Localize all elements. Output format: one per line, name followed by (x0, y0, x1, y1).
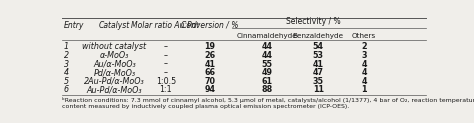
Text: 47: 47 (313, 68, 324, 77)
Text: 6: 6 (64, 85, 69, 94)
Text: 61: 61 (261, 77, 272, 86)
Text: 35: 35 (313, 77, 324, 86)
Text: 49: 49 (261, 68, 272, 77)
Text: 54: 54 (313, 42, 324, 51)
Text: Au-Pd/α-MoO₃: Au-Pd/α-MoO₃ (87, 85, 142, 94)
Text: 88: 88 (261, 85, 273, 94)
Text: 2Au-Pd/α-MoO₃: 2Au-Pd/α-MoO₃ (84, 77, 145, 86)
Text: 1:1: 1:1 (159, 85, 172, 94)
Text: 4: 4 (361, 68, 367, 77)
Text: Others: Others (352, 33, 376, 39)
Text: 66: 66 (204, 68, 215, 77)
Text: 1:0.5: 1:0.5 (155, 77, 176, 86)
Text: Entry: Entry (64, 21, 84, 30)
Text: 4: 4 (361, 60, 367, 69)
Text: content measured by inductively coupled plasma optical emission spectrometer (IC: content measured by inductively coupled … (62, 104, 349, 109)
Text: –: – (164, 60, 168, 69)
Text: Au/α-MoO₃: Au/α-MoO₃ (93, 60, 136, 69)
Text: 55: 55 (261, 60, 272, 69)
Text: α-MoO₃: α-MoO₃ (100, 51, 129, 60)
Text: 4: 4 (361, 77, 367, 86)
Text: 44: 44 (261, 42, 272, 51)
Text: ᵇReaction conditions: 7.3 mmol of cinnamyl alcohol, 5.3 μmol of metal, catalysts: ᵇReaction conditions: 7.3 mmol of cinnam… (62, 97, 474, 103)
Text: 2: 2 (64, 51, 69, 60)
Text: 2: 2 (361, 42, 367, 51)
Text: 94: 94 (204, 85, 215, 94)
Text: 53: 53 (313, 51, 324, 60)
Text: 4: 4 (64, 68, 69, 77)
Text: 1: 1 (361, 85, 367, 94)
Text: 44: 44 (261, 51, 272, 60)
Text: –: – (164, 42, 168, 51)
Text: 5: 5 (64, 77, 69, 86)
Text: Cinnamaldehyde: Cinnamaldehyde (237, 33, 297, 39)
Text: Benzaldehyde: Benzaldehyde (292, 33, 344, 39)
Text: without catalyst: without catalyst (82, 42, 146, 51)
Text: 41: 41 (313, 60, 324, 69)
Text: 3: 3 (64, 60, 69, 69)
Text: 1: 1 (64, 42, 69, 51)
Text: 19: 19 (204, 42, 215, 51)
Text: 26: 26 (204, 51, 215, 60)
Text: 3: 3 (361, 51, 367, 60)
Text: Selectivity / %: Selectivity / % (286, 17, 341, 26)
Text: 70: 70 (204, 77, 215, 86)
Text: Conversion / %: Conversion / % (181, 21, 238, 30)
Text: –: – (164, 51, 168, 60)
Text: 11: 11 (313, 85, 324, 94)
Text: Catalyst: Catalyst (99, 21, 130, 30)
Text: –: – (164, 68, 168, 77)
Text: 41: 41 (204, 60, 215, 69)
Text: Pd/α-MoO₃: Pd/α-MoO₃ (93, 68, 136, 77)
Text: Molar ratio Au:Pdᵇ: Molar ratio Au:Pdᵇ (131, 21, 200, 30)
